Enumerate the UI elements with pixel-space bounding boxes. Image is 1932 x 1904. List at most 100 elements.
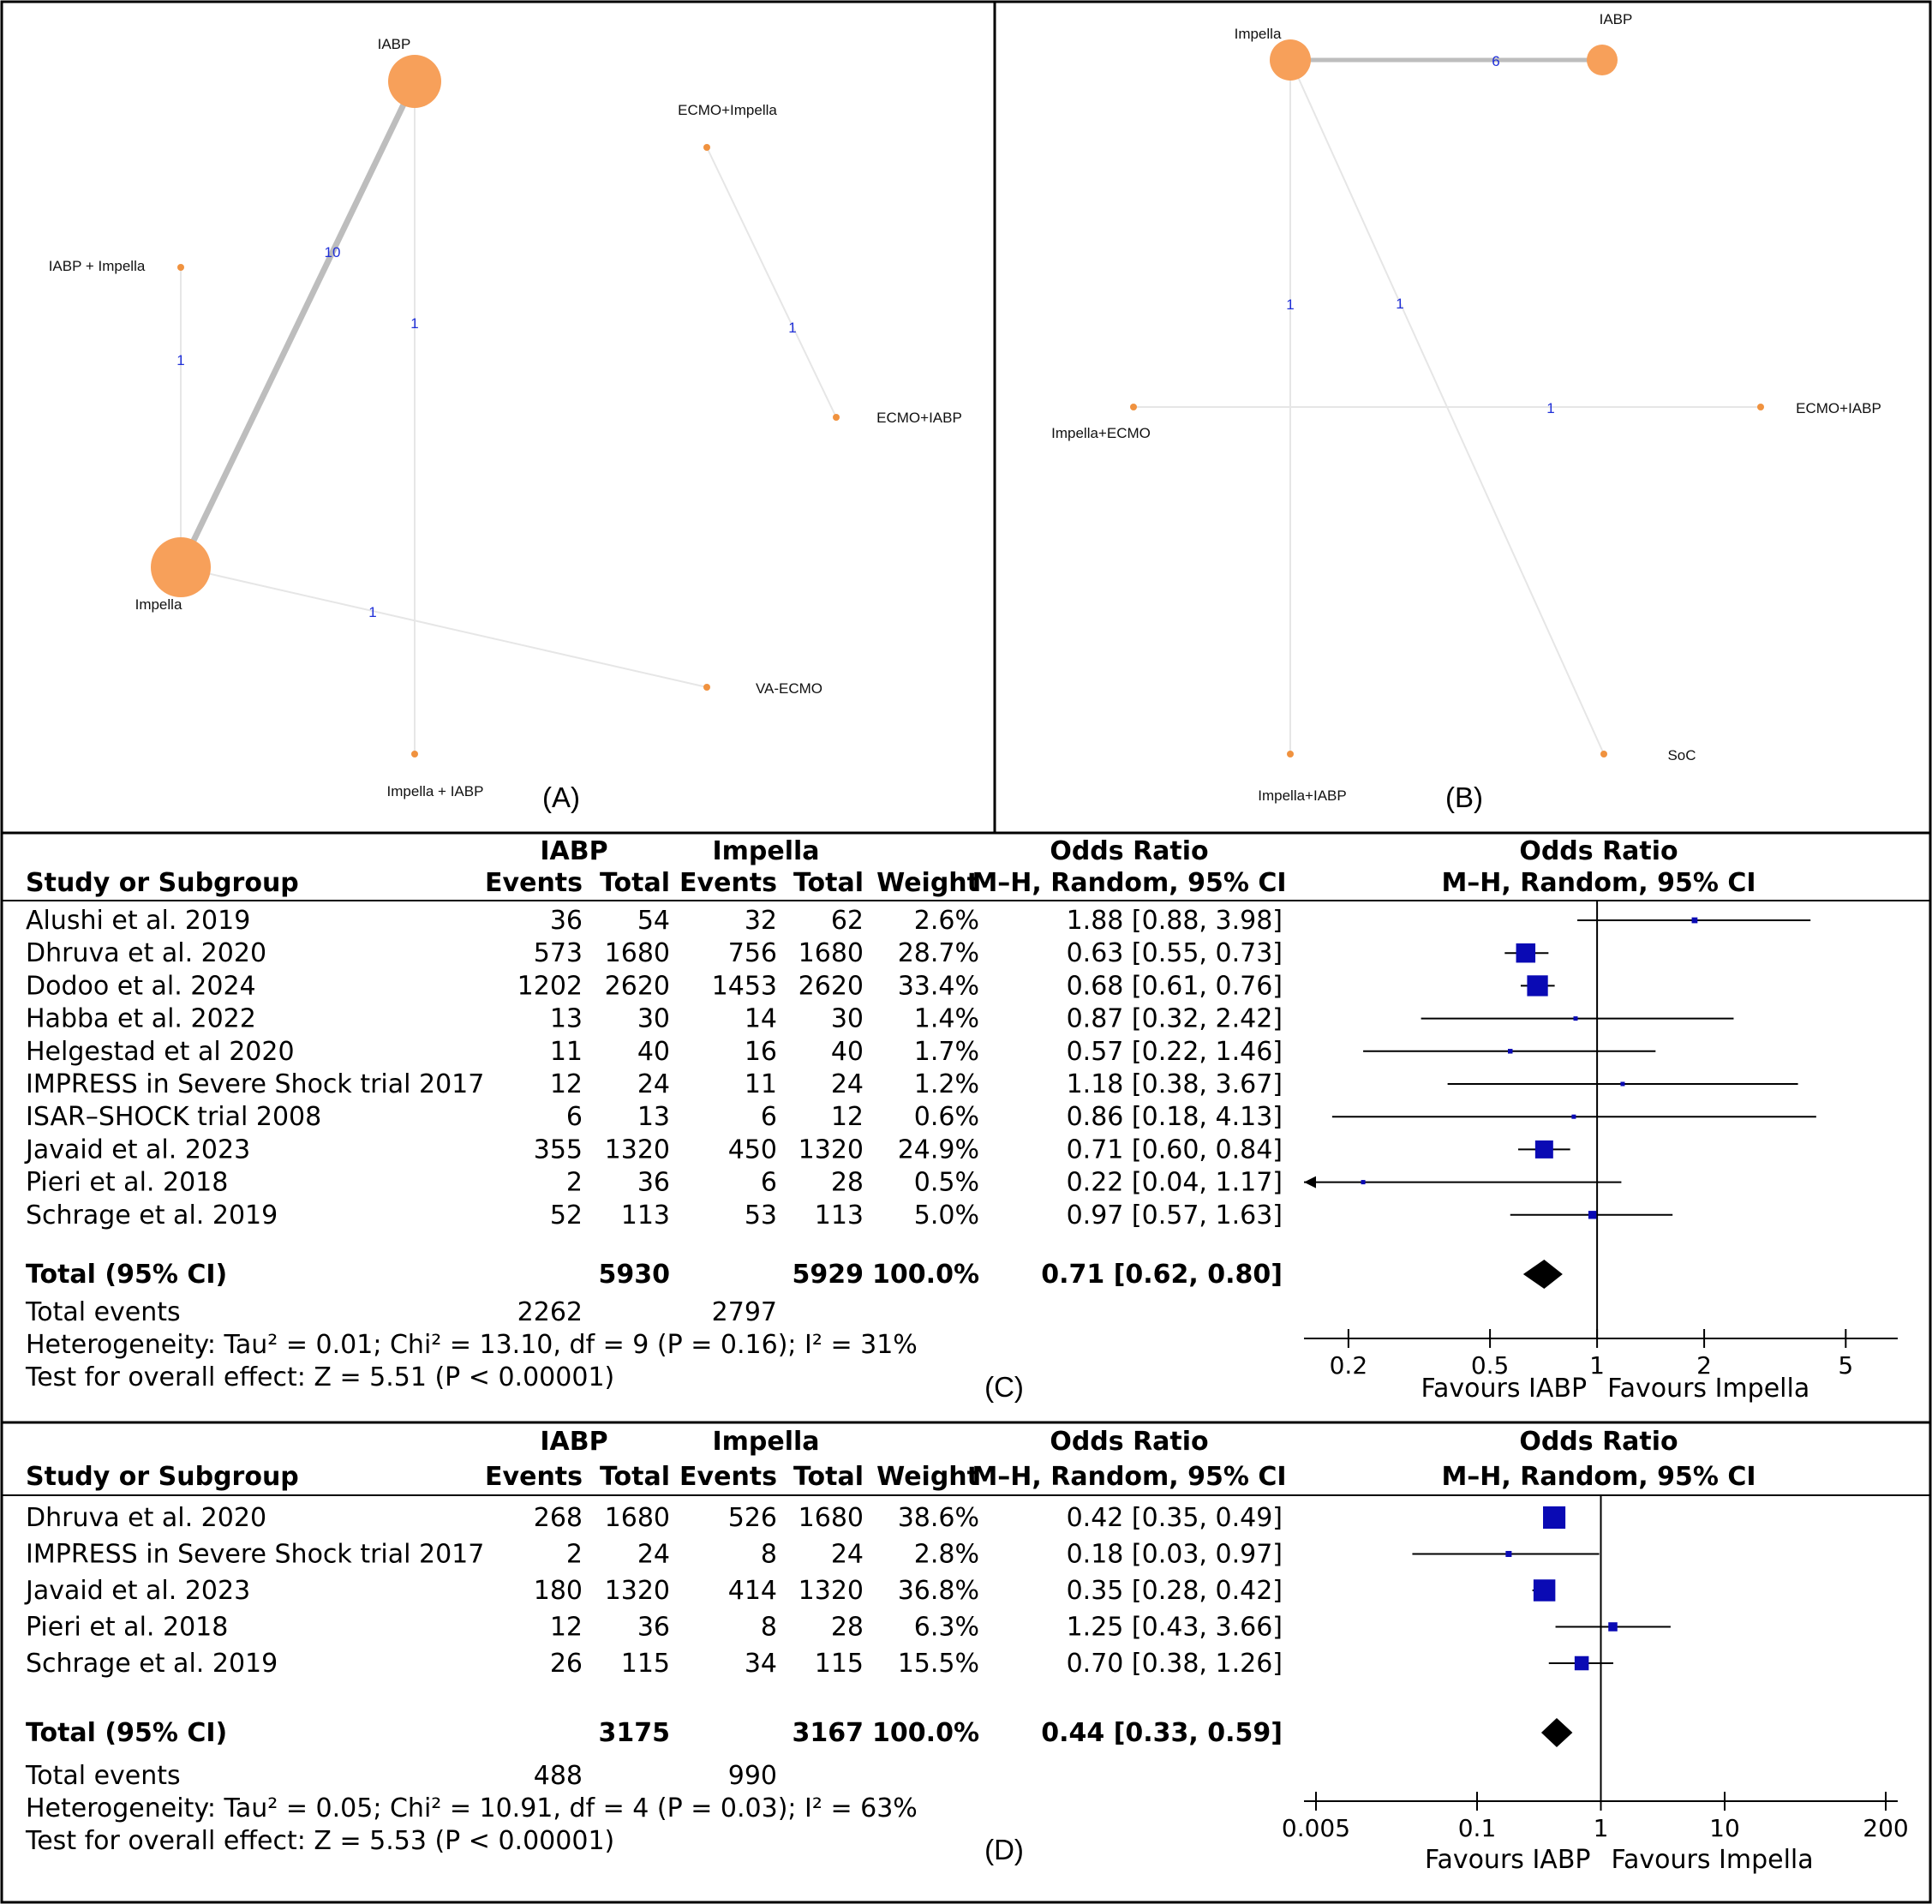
favours-right-label: Favours Impella <box>1607 1374 1809 1404</box>
study-point-estimate <box>1620 1081 1625 1087</box>
header-group-iabp: IABP <box>540 1427 607 1457</box>
events-impella: 6 <box>761 1102 777 1132</box>
study-weight: 28.7% <box>898 938 979 968</box>
study-point-estimate <box>1588 1211 1597 1219</box>
header-method-left: M–H, Random, 95% CI <box>972 868 1286 898</box>
x-axis-tick-label: 2 <box>1696 1351 1712 1380</box>
total-label: Total (95% CI) <box>26 1718 227 1748</box>
header-study: Study or Subgroup <box>26 1462 299 1492</box>
total-n-impella: 3167 <box>793 1718 864 1748</box>
study-weight: 0.5% <box>914 1168 979 1198</box>
edge-ecmo-impella-ecmo-iabp <box>706 147 837 418</box>
header-or-right: Odds Ratio <box>1519 1427 1678 1457</box>
total-events-impella: 990 <box>728 1761 777 1791</box>
study-point-estimate <box>1505 1550 1512 1558</box>
study-weight: 6.3% <box>914 1613 979 1643</box>
total-impella: 12 <box>831 1102 864 1132</box>
total-impella: 40 <box>831 1037 864 1067</box>
study-name: Pieri et al. 2018 <box>26 1168 228 1198</box>
total-label: Total (95% CI) <box>26 1260 227 1290</box>
header-total-1: Total <box>600 868 670 898</box>
total-iabp: 1680 <box>605 938 670 968</box>
events-iabp: 2 <box>566 1168 583 1198</box>
total-weight: 100.0% <box>872 1718 979 1748</box>
study-point-estimate <box>1516 943 1536 963</box>
total-n-iabp: 5930 <box>599 1260 671 1290</box>
study-odds-ratio: 0.18 [0.03, 0.97] <box>1067 1540 1283 1570</box>
events-iabp: 355 <box>534 1135 583 1165</box>
pooled-estimate-diamond <box>1522 1260 1563 1289</box>
study-name: Habba et al. 2022 <box>26 1004 256 1034</box>
edge-label-b-soc: 1 <box>1396 296 1403 312</box>
study-point-estimate <box>1574 1656 1589 1671</box>
events-impella: 6 <box>761 1168 777 1198</box>
study-point-estimate <box>1534 1140 1553 1159</box>
events-iabp: 12 <box>550 1069 583 1099</box>
header-or-left: Odds Ratio <box>1050 836 1208 866</box>
node-b-label-iabp: IABP <box>1600 11 1633 27</box>
events-impella: 414 <box>728 1576 777 1606</box>
node-b-impella-ecmo <box>1130 404 1137 410</box>
header-method-right: M–H, Random, 95% CI <box>1441 1462 1756 1492</box>
study-odds-ratio: 0.57 [0.22, 1.46] <box>1067 1037 1283 1067</box>
node-label-va-ecmo: VA-ECMO <box>756 680 822 697</box>
x-axis-tick-label: 1 <box>1594 1814 1609 1842</box>
x-axis-tick-label: 5 <box>1838 1351 1853 1380</box>
total-iabp: 36 <box>637 1613 670 1643</box>
total-iabp: 13 <box>637 1102 670 1132</box>
study-point-estimate <box>1608 1622 1618 1632</box>
node-label-iabp: IABP <box>378 36 411 52</box>
events-iabp: 573 <box>534 938 583 968</box>
favours-left-label: Favours IABP <box>1421 1374 1588 1404</box>
total-impella: 24 <box>831 1540 864 1570</box>
header-total-2: Total <box>793 1462 864 1492</box>
events-iabp: 1202 <box>517 971 583 1001</box>
study-odds-ratio: 0.68 [0.61, 0.76] <box>1067 971 1283 1001</box>
x-axis-tick-label: 0.005 <box>1282 1814 1350 1842</box>
total-odds-ratio: 0.71 [0.62, 0.80] <box>1041 1260 1283 1290</box>
study-weight: 2.6% <box>914 906 979 936</box>
total-iabp: 1320 <box>605 1135 670 1165</box>
node-va-ecmo <box>703 684 710 691</box>
events-iabp: 13 <box>550 1004 583 1034</box>
study-weight: 38.6% <box>898 1503 979 1533</box>
x-axis-tick-label: 0.5 <box>1471 1351 1510 1380</box>
events-iabp: 180 <box>534 1576 583 1606</box>
header-method-left: M–H, Random, 95% CI <box>972 1462 1286 1492</box>
events-impella: 450 <box>728 1135 777 1165</box>
study-odds-ratio: 0.63 [0.55, 0.73] <box>1067 938 1283 968</box>
header-events-1: Events <box>485 868 583 898</box>
total-weight: 100.0% <box>872 1260 979 1290</box>
total-events-iabp: 488 <box>534 1761 583 1791</box>
total-events-label: Total events <box>25 1297 181 1327</box>
network-a: 10 1 1 1 1 IABP ECMO+Impella IABP + Impe… <box>49 36 962 813</box>
header-study: Study or Subgroup <box>26 868 299 898</box>
total-iabp: 40 <box>637 1037 670 1067</box>
study-name: Dhruva et al. 2020 <box>26 938 266 968</box>
study-point-estimate <box>1533 1579 1556 1602</box>
node-impella <box>151 537 211 597</box>
overall-effect-test: Test for overall effect: Z = 5.51 (P < 0… <box>25 1362 614 1392</box>
total-impella: 24 <box>831 1069 864 1099</box>
node-ecmo-impella <box>703 144 710 151</box>
forest-plot-c: IABP Impella Odds Ratio Odds Ratio Study or … <box>2 836 1930 1404</box>
node-impella-plus-iabp <box>411 751 418 757</box>
study-name: Dodoo et al. 2024 <box>26 971 256 1001</box>
favours-right-label: Favours Impella <box>1612 1845 1814 1875</box>
events-iabp: 11 <box>550 1037 583 1067</box>
node-b-ecmo-iabp <box>1757 404 1764 410</box>
node-b-label-soc: SoC <box>1667 747 1696 763</box>
node-label-ecmo-impella: ECMO+Impella <box>678 102 777 118</box>
study-odds-ratio: 1.18 [0.38, 3.67] <box>1067 1069 1283 1099</box>
study-name: IMPRESS in Severe Shock trial 2017 <box>26 1069 484 1099</box>
x-axis-tick-label: 1 <box>1589 1351 1605 1380</box>
study-odds-ratio: 0.87 [0.32, 2.42] <box>1067 1004 1283 1034</box>
study-odds-ratio: 1.88 [0.88, 3.98] <box>1067 906 1283 936</box>
header-group-impella: Impella <box>712 1427 819 1457</box>
edge-label-va-ecmo: 1 <box>368 604 376 620</box>
total-impella: 113 <box>815 1200 864 1230</box>
header-total-2: Total <box>793 868 864 898</box>
events-iabp: 52 <box>550 1200 583 1230</box>
study-odds-ratio: 0.35 [0.28, 0.42] <box>1067 1576 1283 1606</box>
